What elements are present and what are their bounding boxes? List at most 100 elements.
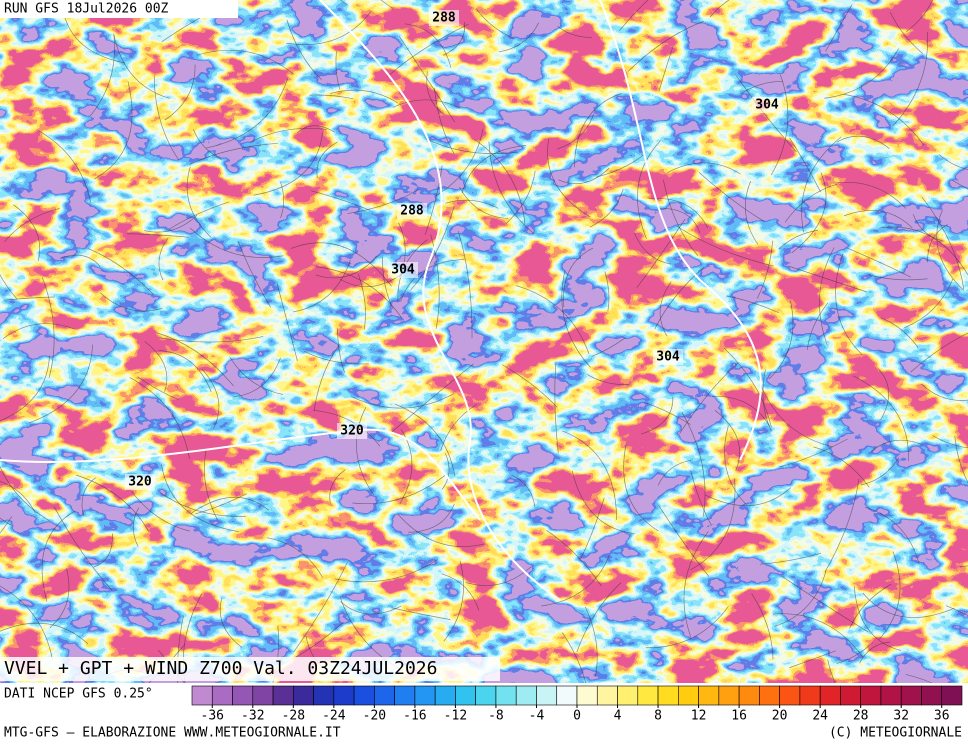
streamline: [400, 259, 465, 302]
colorbar-tick-label: 8: [654, 709, 662, 724]
streamline: [859, 641, 891, 664]
colorbar-box: [191, 685, 213, 706]
colorbar-box: [272, 685, 294, 706]
streamline: [330, 89, 398, 104]
contour-line: [319, 0, 561, 601]
streamline: [303, 350, 369, 365]
streamline: [316, 266, 403, 319]
streamline: [547, 138, 591, 218]
streamline: [835, 253, 863, 356]
streamline: [441, 573, 480, 611]
streamline: [951, 179, 968, 190]
streamline: [892, 31, 928, 127]
streamline: [576, 582, 622, 653]
streamline: [190, 496, 269, 515]
streamline: [784, 183, 838, 223]
streamline: [404, 23, 452, 68]
streamline: [788, 265, 867, 293]
streamline: [580, 497, 605, 560]
streamline: [657, 459, 692, 486]
streamline: [906, 0, 933, 32]
streamline: [488, 141, 535, 235]
colorbar-tick-label: -36: [201, 709, 224, 724]
streamline: [681, 412, 706, 517]
streamline: [789, 137, 821, 193]
colorbar-box: [293, 685, 314, 706]
streamline: [315, 255, 379, 279]
streamline: [196, 49, 294, 75]
streamline: [779, 438, 848, 468]
colorbar-box: [252, 685, 274, 706]
streamline: [457, 230, 473, 339]
streamline: [113, 35, 170, 99]
streamline: [189, 142, 278, 165]
streamline: [42, 277, 55, 378]
streamline: [144, 341, 168, 392]
streamline: [562, 430, 617, 520]
streamline: [880, 317, 919, 348]
contour-label-box: [397, 203, 427, 219]
colorbar-box: [921, 685, 943, 706]
colorbar-tick-label: 28: [853, 709, 869, 724]
colorbar-box: [556, 685, 578, 706]
streamline: [334, 559, 438, 583]
streamline: [960, 565, 968, 568]
streamline: [890, 12, 923, 55]
streamline: [498, 22, 540, 53]
colorbar-tick-label: -8: [488, 709, 504, 724]
streamline: [574, 92, 622, 168]
streamline: [2, 323, 75, 339]
colorbar-box: [678, 685, 699, 706]
colorbar-box: [232, 685, 254, 706]
streamline: [293, 259, 351, 313]
streamline: [0, 274, 18, 300]
streamline: [160, 492, 246, 517]
streamline: [584, 606, 598, 677]
streamline: [59, 254, 101, 267]
colorbar-tick-label: -12: [444, 709, 467, 724]
streamline: [505, 170, 536, 225]
streamline: [690, 470, 712, 525]
streamline: [0, 517, 12, 526]
colorbar-box: [515, 685, 537, 706]
streamline: [813, 446, 870, 488]
title-box: [0, 657, 500, 681]
streamline: [658, 207, 701, 233]
streamline: [426, 71, 445, 115]
colorbar-tick-label: 36: [934, 709, 950, 724]
contour-label: 288: [400, 204, 424, 219]
colorbar-box: [941, 685, 963, 706]
streamline: [204, 449, 218, 521]
streamline: [868, 274, 928, 281]
colorbar-box: [819, 685, 841, 706]
colorbar-box: [434, 685, 456, 706]
streamline: [554, 361, 559, 454]
contour-label: 304: [755, 98, 779, 113]
streamline: [37, 129, 92, 203]
streamline: [158, 237, 169, 281]
streamline: [13, 204, 41, 262]
colorbar-box: [698, 685, 720, 706]
streamline: [313, 344, 340, 411]
streamline: [654, 266, 705, 330]
streamline: [881, 226, 968, 276]
colorbar-box: [394, 685, 416, 706]
streamline: [501, 364, 558, 408]
streamline: [237, 241, 272, 308]
streamline: [53, 506, 113, 591]
streamline: [770, 74, 789, 176]
streamline: [705, 487, 791, 506]
colorbar-tick-label: -24: [322, 709, 346, 724]
streamline: [837, 181, 907, 209]
streamline: [0, 585, 53, 660]
streamline: [158, 336, 264, 343]
streamline: [286, 19, 322, 80]
contour-label-box: [125, 474, 155, 490]
streamline: [293, 561, 348, 653]
streamline: [623, 442, 659, 532]
streamline: [195, 493, 247, 515]
streamline: [634, 232, 672, 265]
contour-label: 320: [340, 424, 364, 439]
streamline: [724, 425, 747, 506]
streamline: [156, 332, 234, 387]
